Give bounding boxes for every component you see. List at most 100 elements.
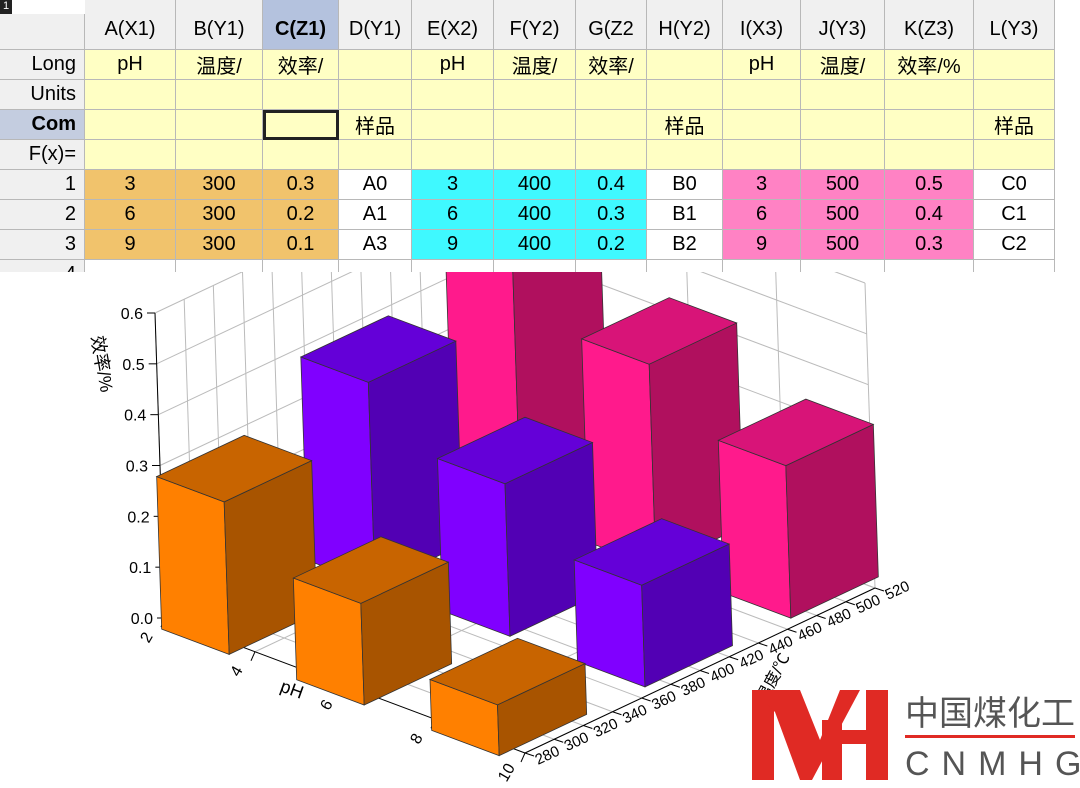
- cell: 0.3: [576, 200, 647, 230]
- cell: [974, 50, 1055, 80]
- column-header: L(Y3): [974, 0, 1055, 50]
- cell: 400: [494, 170, 576, 200]
- y-tick: [670, 683, 680, 688]
- y-tick: [699, 670, 710, 674]
- cell: [974, 140, 1055, 170]
- cell: [263, 110, 339, 140]
- y-tick-label: 420: [737, 646, 767, 672]
- y-tick-label: 340: [620, 701, 650, 727]
- y-tick-label: 400: [708, 660, 738, 686]
- cell: 0.3: [263, 170, 339, 200]
- cell: [176, 80, 263, 110]
- cell: 效率/: [263, 50, 339, 80]
- row-label: 3: [0, 230, 85, 260]
- cell: pH: [85, 50, 176, 80]
- cell: [885, 110, 974, 140]
- cell: [176, 260, 263, 272]
- corner-header: [0, 14, 85, 50]
- cell: [723, 110, 801, 140]
- y-tick-label: 380: [678, 674, 708, 700]
- cell: 500: [801, 170, 885, 200]
- column-header: H(Y2): [647, 0, 723, 50]
- cell: B1: [647, 200, 723, 230]
- y-tick: [816, 615, 826, 619]
- cell: [885, 80, 974, 110]
- cell: A0: [339, 170, 412, 200]
- cell: [263, 80, 339, 110]
- z-axis-title: 效率/%: [87, 334, 117, 394]
- bar-top: [573, 518, 731, 586]
- cell: 500: [801, 200, 885, 230]
- y-tick: [641, 697, 651, 702]
- y-tick-label: 360: [649, 688, 679, 714]
- cell: [494, 110, 576, 140]
- cell: 0.2: [263, 200, 339, 230]
- cell: [85, 110, 176, 140]
- cell: 0.4: [576, 170, 647, 200]
- cell: 9: [85, 230, 176, 260]
- row-label: Units: [0, 80, 85, 110]
- cell: [801, 80, 885, 110]
- cell: [339, 260, 412, 272]
- cell: B2: [647, 230, 723, 260]
- y-tick: [845, 601, 855, 606]
- cell: [647, 50, 723, 80]
- cell: [723, 140, 801, 170]
- cell: [176, 110, 263, 140]
- y-tick-label: 460: [795, 619, 825, 645]
- cell: [576, 260, 647, 272]
- spreadsheet: 1 A(X1) B(Y1) C(Z1) D(Y1) E(X2) F(Y2) G(Z2 H(Y2…: [0, 0, 1080, 272]
- z-tick-label: 0.1: [129, 560, 151, 577]
- x-tick-label: 4: [228, 663, 247, 679]
- y-tick: [787, 628, 797, 633]
- cell: 300: [176, 200, 263, 230]
- cell: [494, 80, 576, 110]
- column-header: C(Z1): [263, 0, 339, 50]
- row-label: 2: [0, 200, 85, 230]
- cell: [801, 140, 885, 170]
- cell: 300: [176, 230, 263, 260]
- bar-front: [156, 476, 230, 655]
- cell: [885, 140, 974, 170]
- cell: A1: [339, 200, 412, 230]
- bar-top: [428, 637, 587, 706]
- cell: [339, 140, 412, 170]
- z-tick-label: 0.2: [127, 509, 149, 526]
- cell: [576, 80, 647, 110]
- bar-top: [292, 536, 450, 604]
- cell: [176, 140, 263, 170]
- column-header: D(Y1): [339, 0, 412, 50]
- bar: [428, 637, 588, 757]
- cell: [339, 50, 412, 80]
- x-tick-label: 8: [408, 731, 427, 747]
- row-label: Com: [0, 110, 85, 140]
- cell: 效率/%: [885, 50, 974, 80]
- cell: 3: [412, 170, 494, 200]
- z-tick-label: 0.5: [122, 357, 144, 374]
- row-label: 4: [0, 260, 85, 272]
- cell: 300: [176, 170, 263, 200]
- y-tick: [612, 711, 622, 716]
- bar-top: [436, 416, 594, 485]
- column-header: G(Z2: [576, 0, 647, 50]
- cell: [263, 260, 339, 272]
- y-tick: [729, 656, 739, 661]
- bar-top: [155, 434, 313, 503]
- cell: 0.4: [885, 200, 974, 230]
- cell: A3: [339, 230, 412, 260]
- x-tick: [250, 651, 256, 661]
- cell: 400: [494, 230, 576, 260]
- cell: [647, 140, 723, 170]
- cell: 3: [723, 170, 801, 200]
- cell: [974, 80, 1055, 110]
- bar-top: [717, 398, 875, 467]
- cell: [723, 260, 801, 272]
- cell: [801, 110, 885, 140]
- x-tick-label: 6: [318, 697, 337, 713]
- cell: [412, 260, 494, 272]
- cell: 0.5: [885, 170, 974, 200]
- y-tick: [874, 587, 885, 592]
- column-header: E(X2): [412, 0, 494, 50]
- z-tick-label: 0.4: [124, 408, 146, 425]
